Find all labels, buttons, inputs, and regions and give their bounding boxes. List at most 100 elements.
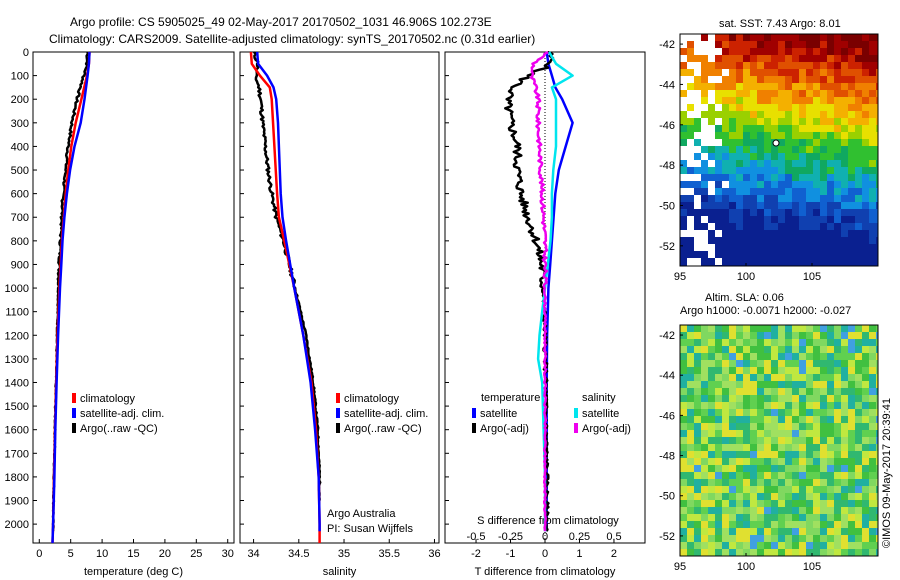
map-cell (715, 339, 722, 346)
map-cell (869, 146, 876, 153)
map-cell (687, 118, 694, 125)
map-cell (771, 216, 778, 223)
map-cell (729, 409, 736, 416)
map-cell (701, 444, 708, 451)
map-cell (743, 62, 750, 69)
map-cell (813, 465, 820, 472)
map-cell (848, 132, 855, 139)
map-cell (715, 216, 722, 223)
map-cell (722, 493, 729, 500)
map-cell (876, 223, 878, 230)
map-cell (687, 514, 694, 521)
map-cell (820, 493, 827, 500)
map-cell (820, 90, 827, 97)
map-cell (834, 360, 841, 367)
map-cell (792, 223, 799, 230)
map-cell (806, 104, 813, 111)
map-cell (736, 160, 743, 167)
map-cell (806, 195, 813, 202)
map-cell (806, 202, 813, 209)
y-tick-label: 1200 (5, 330, 29, 342)
map-cell (722, 402, 729, 409)
map-cell (827, 125, 834, 132)
map-cell (827, 188, 834, 195)
map-cell (813, 444, 820, 451)
map-cell (792, 132, 799, 139)
map-cell (806, 430, 813, 437)
map-cell (848, 146, 855, 153)
map-cell (785, 244, 792, 251)
x-tick-label: 35.5 (379, 548, 400, 560)
map-cell (813, 69, 820, 76)
map-cell (729, 83, 736, 90)
map-cell (715, 111, 722, 118)
map-cell (722, 465, 729, 472)
map-cell (827, 181, 834, 188)
map-cell (841, 507, 848, 514)
map-cell (729, 367, 736, 374)
map-cell (855, 472, 862, 479)
map-cell (736, 244, 743, 251)
map-cell (876, 507, 878, 514)
map-cell (848, 258, 855, 265)
map-cell (757, 353, 764, 360)
map-cell (729, 346, 736, 353)
map-cell (729, 216, 736, 223)
map-cell (834, 195, 841, 202)
map-cell (806, 500, 813, 507)
map-cell (757, 458, 764, 465)
map-cell (876, 195, 878, 202)
map-cell (750, 251, 757, 258)
map-cell (862, 500, 869, 507)
map-cell (757, 223, 764, 230)
map-cell (708, 118, 715, 125)
map-cell (827, 521, 834, 528)
map-y-tick-label: -50 (659, 200, 675, 212)
map-cell (848, 223, 855, 230)
map-cell (757, 132, 764, 139)
map-cell (708, 230, 715, 237)
map-cell (736, 332, 743, 339)
map-cell (708, 237, 715, 244)
map-cell (687, 388, 694, 395)
map-cell (869, 486, 876, 493)
map-cell (834, 41, 841, 48)
map-cell (841, 174, 848, 181)
map-cell (750, 153, 757, 160)
map-cell (750, 48, 757, 55)
map-cell (841, 167, 848, 174)
map-cell (820, 402, 827, 409)
map-cell (820, 549, 827, 556)
map-cell (841, 402, 848, 409)
map-cell (722, 479, 729, 486)
map-cell (680, 430, 687, 437)
map-cell (855, 111, 862, 118)
map-cell (785, 486, 792, 493)
map-cell (848, 514, 855, 521)
map-cell (771, 388, 778, 395)
map-cell (813, 374, 820, 381)
map-cell (869, 125, 876, 132)
map-cell (841, 409, 848, 416)
legend-label: climatology (344, 393, 400, 405)
map-cell (841, 118, 848, 125)
map-cell (813, 209, 820, 216)
map-cell (855, 388, 862, 395)
map-cell (869, 388, 876, 395)
map-cell (715, 535, 722, 542)
map-cell (834, 111, 841, 118)
map-cell (820, 223, 827, 230)
map-cell (799, 90, 806, 97)
map-cell (799, 244, 806, 251)
map-cell (757, 395, 764, 402)
map-cell (792, 188, 799, 195)
map-cell (785, 69, 792, 76)
map-cell (750, 458, 757, 465)
map-cell (708, 493, 715, 500)
map-cell (862, 535, 869, 542)
map-cell (764, 388, 771, 395)
map-cell (715, 97, 722, 104)
map-cell (827, 258, 834, 265)
map-cell (841, 237, 848, 244)
map-cell (722, 62, 729, 69)
